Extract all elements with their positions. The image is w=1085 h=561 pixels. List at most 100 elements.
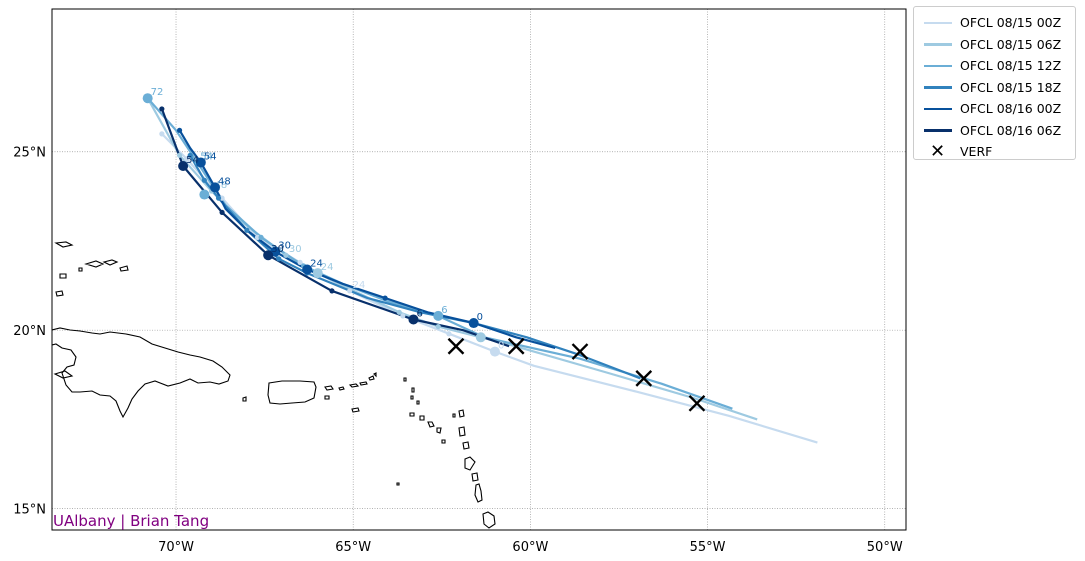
x-marker-icon: ✕ xyxy=(930,140,946,162)
forecast-point xyxy=(263,250,274,261)
forecast-point xyxy=(382,295,388,301)
forecast-point xyxy=(199,189,210,200)
legend-label: VERF xyxy=(960,144,993,160)
forecast-point xyxy=(435,323,441,330)
tick-label-lon: 55°W xyxy=(690,540,726,555)
forecast-point xyxy=(219,209,225,216)
forecast-point xyxy=(329,288,335,294)
verification-marker xyxy=(688,394,706,412)
forecast-point xyxy=(201,177,207,183)
legend-item: OFCL 08/15 06Z xyxy=(922,34,1075,56)
tick-label-lat: 25°N xyxy=(13,146,46,161)
legend-marker-x: ✕ xyxy=(922,140,954,162)
forecast-point xyxy=(159,106,165,112)
forecast-point xyxy=(283,252,289,258)
legend-item: OFCL 08/15 00Z xyxy=(922,12,1075,34)
legend-item: ✕ VERF xyxy=(922,141,1075,163)
forecast-hour-label: 0 xyxy=(498,341,504,352)
forecast-hour-label: 0 xyxy=(477,312,483,323)
verification-marker xyxy=(571,343,589,360)
coastlines xyxy=(52,241,496,529)
map-background xyxy=(52,9,906,530)
forecast-point xyxy=(396,309,402,315)
legend-line-swatch xyxy=(922,16,954,30)
forecast-point xyxy=(475,332,486,343)
verification-marker xyxy=(507,337,525,355)
legend-line-swatch xyxy=(922,123,954,137)
forecast-point xyxy=(142,93,153,104)
forecast-point xyxy=(297,259,303,265)
legend-item: OFCL 08/15 18Z xyxy=(922,77,1075,99)
forecast-point xyxy=(258,234,264,240)
legend-label: OFCL 08/15 12Z xyxy=(960,58,1062,74)
verification-points xyxy=(447,337,706,412)
forecast-hour-label: 30 xyxy=(278,241,291,252)
legend-label: OFCL 08/15 18Z xyxy=(960,79,1062,95)
forecast-hour-label: 24 xyxy=(353,280,366,291)
mona-island xyxy=(242,396,247,402)
forecast-point xyxy=(187,152,193,158)
tick-label-lat: 15°N xyxy=(13,503,46,518)
hispaniola-coast xyxy=(52,327,231,419)
forecast-point xyxy=(417,309,424,315)
legend-item: OFCL 08/16 00Z xyxy=(922,98,1075,120)
forecast-point xyxy=(408,314,419,325)
forecast-point xyxy=(195,157,206,168)
gonave-island xyxy=(53,370,74,379)
turks-caicos xyxy=(78,259,129,272)
lesser-antilles xyxy=(396,377,496,529)
legend-line-swatch xyxy=(922,102,954,116)
tick-label-lon: 60°W xyxy=(512,540,548,555)
tick-label-lon: 65°W xyxy=(335,540,371,555)
forecast-point xyxy=(400,313,406,319)
tick-label-lon: 70°W xyxy=(158,540,194,555)
forecast-hour-label: 54 xyxy=(186,155,199,166)
legend-line-swatch xyxy=(922,37,954,51)
forecast-point xyxy=(176,127,183,133)
legend-item: OFCL 08/15 12Z xyxy=(922,55,1075,77)
forecast-track-line xyxy=(160,108,510,348)
legend-label: OFCL 08/15 00Z xyxy=(960,15,1062,31)
forecast-point xyxy=(276,256,282,262)
forecast-point xyxy=(489,346,500,357)
virgin-islands xyxy=(324,372,377,413)
forecast-point xyxy=(244,227,250,233)
legend-line-swatch xyxy=(922,59,954,73)
forecast-track-line xyxy=(189,154,641,380)
verification-marker xyxy=(635,369,653,387)
forecast-hour-label: 54 xyxy=(200,151,213,162)
forecast-hour-label: 24 xyxy=(310,259,323,270)
forecast-point xyxy=(176,152,183,158)
forecast-point xyxy=(215,195,222,201)
forecast-point xyxy=(210,182,221,193)
graticule xyxy=(52,9,906,530)
forecast-hour-label: 6 xyxy=(416,308,422,319)
verification-marker xyxy=(447,337,465,355)
puerto-rico-coast xyxy=(267,380,317,405)
forecast-hour-label: 6 xyxy=(441,305,447,316)
forecast-hour-label: 30 xyxy=(271,244,284,255)
forecast-point xyxy=(468,318,479,329)
legend-line-swatch xyxy=(922,80,954,94)
forecast-point xyxy=(347,288,353,294)
legend-label: OFCL 08/15 06Z xyxy=(960,36,1062,52)
axis-ticks: 70°W 65°W 60°W 55°W 50°W 15°N 20°N 25°N xyxy=(13,146,903,555)
legend-item: OFCL 08/16 06Z xyxy=(922,120,1075,142)
tick-label-lon: 50°W xyxy=(867,540,903,555)
forecast-point xyxy=(302,264,313,275)
forecast-point xyxy=(178,161,189,172)
forecast-hour-label: 72 xyxy=(151,87,164,98)
forecast-hour-label: 48 xyxy=(214,180,227,191)
forecast-point xyxy=(433,310,444,321)
bahamas xyxy=(54,241,74,297)
legend: OFCL 08/15 00Z OFCL 08/15 06Z OFCL 08/15 1… xyxy=(913,6,1076,160)
credit-text: UAlbany | Brian Tang xyxy=(53,512,209,530)
forecast-hour-label: 30 xyxy=(289,244,302,255)
forecast-point xyxy=(312,268,323,279)
forecast-point xyxy=(184,156,190,162)
legend-label: OFCL 08/16 00Z xyxy=(960,101,1062,117)
forecast-point xyxy=(159,131,165,137)
map-frame xyxy=(51,8,907,531)
